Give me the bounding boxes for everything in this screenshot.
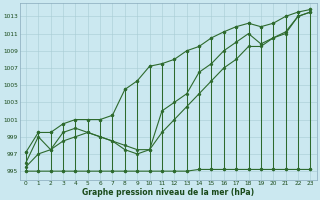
X-axis label: Graphe pression niveau de la mer (hPa): Graphe pression niveau de la mer (hPa) xyxy=(82,188,254,197)
